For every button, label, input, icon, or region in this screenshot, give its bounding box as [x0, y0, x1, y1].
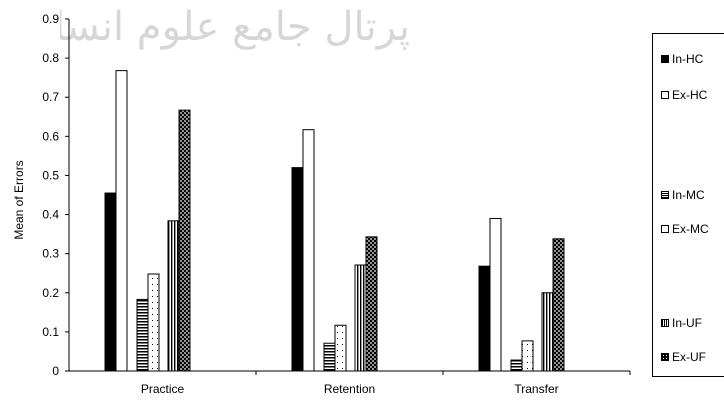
legend-swatch	[661, 55, 669, 63]
bar-in-hc-retention	[291, 167, 304, 372]
bar-ex-mc-transfer	[521, 340, 534, 372]
bar-in-uf-transfer	[541, 292, 554, 372]
y-tick-label: 0.5	[42, 168, 59, 182]
bar-in-mc-retention	[323, 342, 336, 372]
legend-label: In-MC	[672, 188, 705, 202]
legend-item: Ex-HC	[661, 88, 707, 102]
x-tick-label: Transfer	[514, 382, 558, 396]
y-axis-label: Mean of Errors	[12, 160, 26, 239]
legend-item: In-HC	[661, 52, 703, 66]
bar-ex-hc-transfer	[489, 217, 502, 372]
legend-item: Ex-MC	[661, 222, 709, 236]
legend-label: In-HC	[672, 52, 704, 66]
legend-label: Ex-HC	[672, 88, 708, 102]
y-tick-label: 0.7	[42, 90, 59, 104]
bar-ex-uf-practice	[178, 109, 191, 372]
legend-swatch	[661, 91, 669, 99]
legend-swatch	[661, 319, 669, 327]
y-tick-label: 0.1	[42, 325, 59, 339]
legend-swatch	[661, 225, 669, 233]
y-tick-label: 0.3	[42, 247, 59, 261]
chart-legend: In-HC Ex-HC In-MC Ex-MC In-UF Ex-UF	[652, 33, 724, 377]
bar-in-uf-retention	[354, 264, 367, 372]
chart-axes: 0 0.1 0.2 0.3 0.4 0.5 0.6 0.7 0.8 0.9 Practice Rete…	[42, 12, 631, 396]
legend-label: Ex-MC	[672, 222, 709, 236]
bar-ex-mc-retention	[334, 324, 347, 372]
watermark-text: پرتال جامع علوم انسانی	[60, 4, 410, 50]
y-tick-label: 0.4	[42, 208, 59, 222]
legend-swatch	[661, 191, 669, 199]
bar-chart: 0 0.1 0.2 0.3 0.4 0.5 0.6 0.7 0.8 0.9 Practice Rete…	[12, 12, 631, 396]
legend-item: In-MC	[661, 188, 705, 202]
legend-item: In-UF	[661, 316, 702, 330]
chart-bars	[104, 70, 565, 372]
bar-ex-uf-transfer	[552, 238, 565, 372]
legend-item: Ex-UF	[661, 350, 706, 364]
bar-ex-hc-retention	[302, 129, 315, 372]
legend-swatch	[661, 353, 669, 361]
bar-in-hc-transfer	[478, 265, 491, 372]
y-tick-label: 0.9	[42, 12, 59, 26]
bar-in-hc-practice	[104, 192, 117, 372]
y-tick-label: 0.8	[42, 51, 59, 65]
bar-in-uf-practice	[167, 220, 180, 372]
x-tick-label: Retention	[324, 382, 375, 396]
bar-in-mc-transfer	[510, 359, 523, 372]
legend-label: In-UF	[672, 316, 702, 330]
bar-ex-hc-practice	[115, 70, 128, 372]
y-tick-label: 0.6	[42, 129, 59, 143]
y-tick-label: 0	[52, 364, 59, 378]
bar-ex-mc-practice	[147, 273, 160, 372]
y-tick-label: 0.2	[42, 286, 59, 300]
legend-label: Ex-UF	[672, 350, 706, 364]
bar-in-mc-practice	[136, 298, 149, 372]
bar-ex-uf-retention	[365, 236, 378, 372]
x-tick-label: Practice	[141, 382, 185, 396]
